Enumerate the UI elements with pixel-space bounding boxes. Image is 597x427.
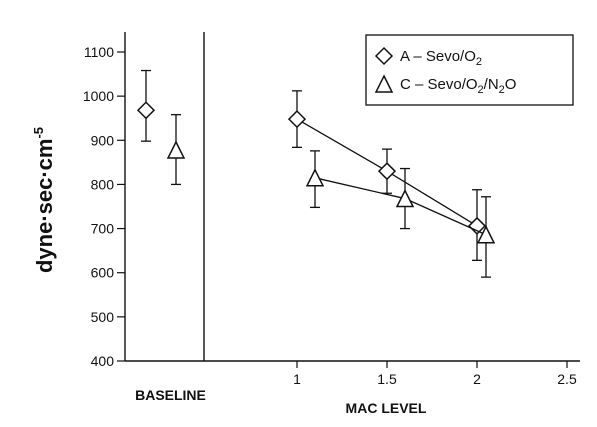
- y-tick-label: 400: [91, 353, 115, 369]
- series-c-baseline-point: [166, 140, 186, 159]
- y-tick-label: 800: [91, 176, 115, 192]
- x-axis-title: MAC LEVEL: [346, 400, 427, 416]
- legend-box: [365, 34, 574, 106]
- baseline-label: BASELINE: [135, 387, 206, 403]
- series-a-group: [136, 69, 487, 262]
- series-c-point: [476, 225, 496, 244]
- legend-entry-label: C – Sevo/O2/N2O: [400, 76, 516, 96]
- series-c-group: [166, 114, 496, 278]
- x-tick-label: 1: [293, 371, 301, 387]
- series-c-point: [395, 188, 415, 208]
- y-tick-label: 600: [91, 265, 115, 281]
- axes: 400 500 600 700 800 900 1000 1100 1 1.5 2 2.5 BASELI…: [31, 32, 580, 416]
- x-tick-label: 1.5: [377, 371, 397, 387]
- series-c-point: [305, 168, 325, 187]
- y-tick-label: 1000: [83, 88, 114, 104]
- legend-entry-label: A – Sevo/O2: [400, 48, 482, 68]
- y-tick-label: 1100: [84, 44, 114, 60]
- x-tick-label: 2: [473, 371, 481, 387]
- series-a-baseline-point: [136, 101, 156, 120]
- legend: A – Sevo/O2 C – Sevo/O2/N2O: [365, 34, 574, 106]
- series-a-point: [377, 162, 397, 181]
- chart-marks: [136, 69, 496, 278]
- series-a-point: [467, 216, 487, 235]
- x-tick-label: 2.5: [557, 371, 577, 387]
- diamond-icon: [374, 46, 394, 66]
- series-a-point: [287, 110, 307, 129]
- y-axis-title: dyne·sec·cm-5: [31, 127, 57, 273]
- y-tick-label: 700: [91, 221, 115, 237]
- triangle-icon: [374, 74, 394, 93]
- y-tick-label: 500: [91, 309, 115, 325]
- y-tick-label: 900: [91, 132, 115, 148]
